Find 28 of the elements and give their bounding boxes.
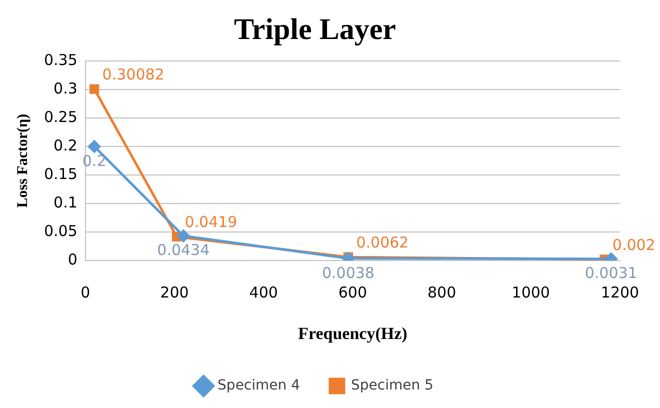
- x-tick-label: 0: [80, 283, 90, 302]
- data-label: 0.0062: [356, 233, 409, 252]
- legend-label: Specimen 5: [351, 378, 434, 394]
- y-tick-label: 0.15: [44, 164, 78, 183]
- y-tick-label: 0.05: [44, 222, 78, 240]
- data-label: 0.002: [612, 236, 656, 254]
- legend-label: Specimen 4: [218, 378, 300, 394]
- y-tick-label: 0: [68, 250, 78, 268]
- x-tick-label: 1000: [512, 283, 550, 302]
- y-tick-label: 0.1: [54, 193, 78, 212]
- y-tick-label: 0.3: [54, 79, 78, 98]
- y-axis-title: Loss Factor(η): [14, 114, 31, 208]
- data-label: 0.2: [82, 152, 106, 170]
- chart-title: Triple Layer: [234, 12, 396, 46]
- y-tick-label: 0.25: [44, 108, 78, 126]
- x-axis-title: Frequency(Hz): [298, 324, 408, 344]
- data-label: 0.0434: [157, 241, 210, 260]
- y-tick-label: 0.35: [44, 50, 78, 69]
- y-tick-label: 0.2: [54, 136, 78, 154]
- x-tick-label: 600: [338, 283, 368, 302]
- x-tick-label: 800: [427, 283, 456, 302]
- x-tick-label: 1200: [600, 283, 640, 302]
- x-tick-label: 200: [160, 283, 189, 302]
- data-label: 0.0419: [184, 213, 238, 232]
- data-label: 0.0031: [584, 264, 638, 282]
- data-label: 0.0038: [322, 264, 374, 282]
- data-label: 0.30082: [102, 65, 164, 84]
- x-tick-label: 400: [249, 283, 278, 302]
